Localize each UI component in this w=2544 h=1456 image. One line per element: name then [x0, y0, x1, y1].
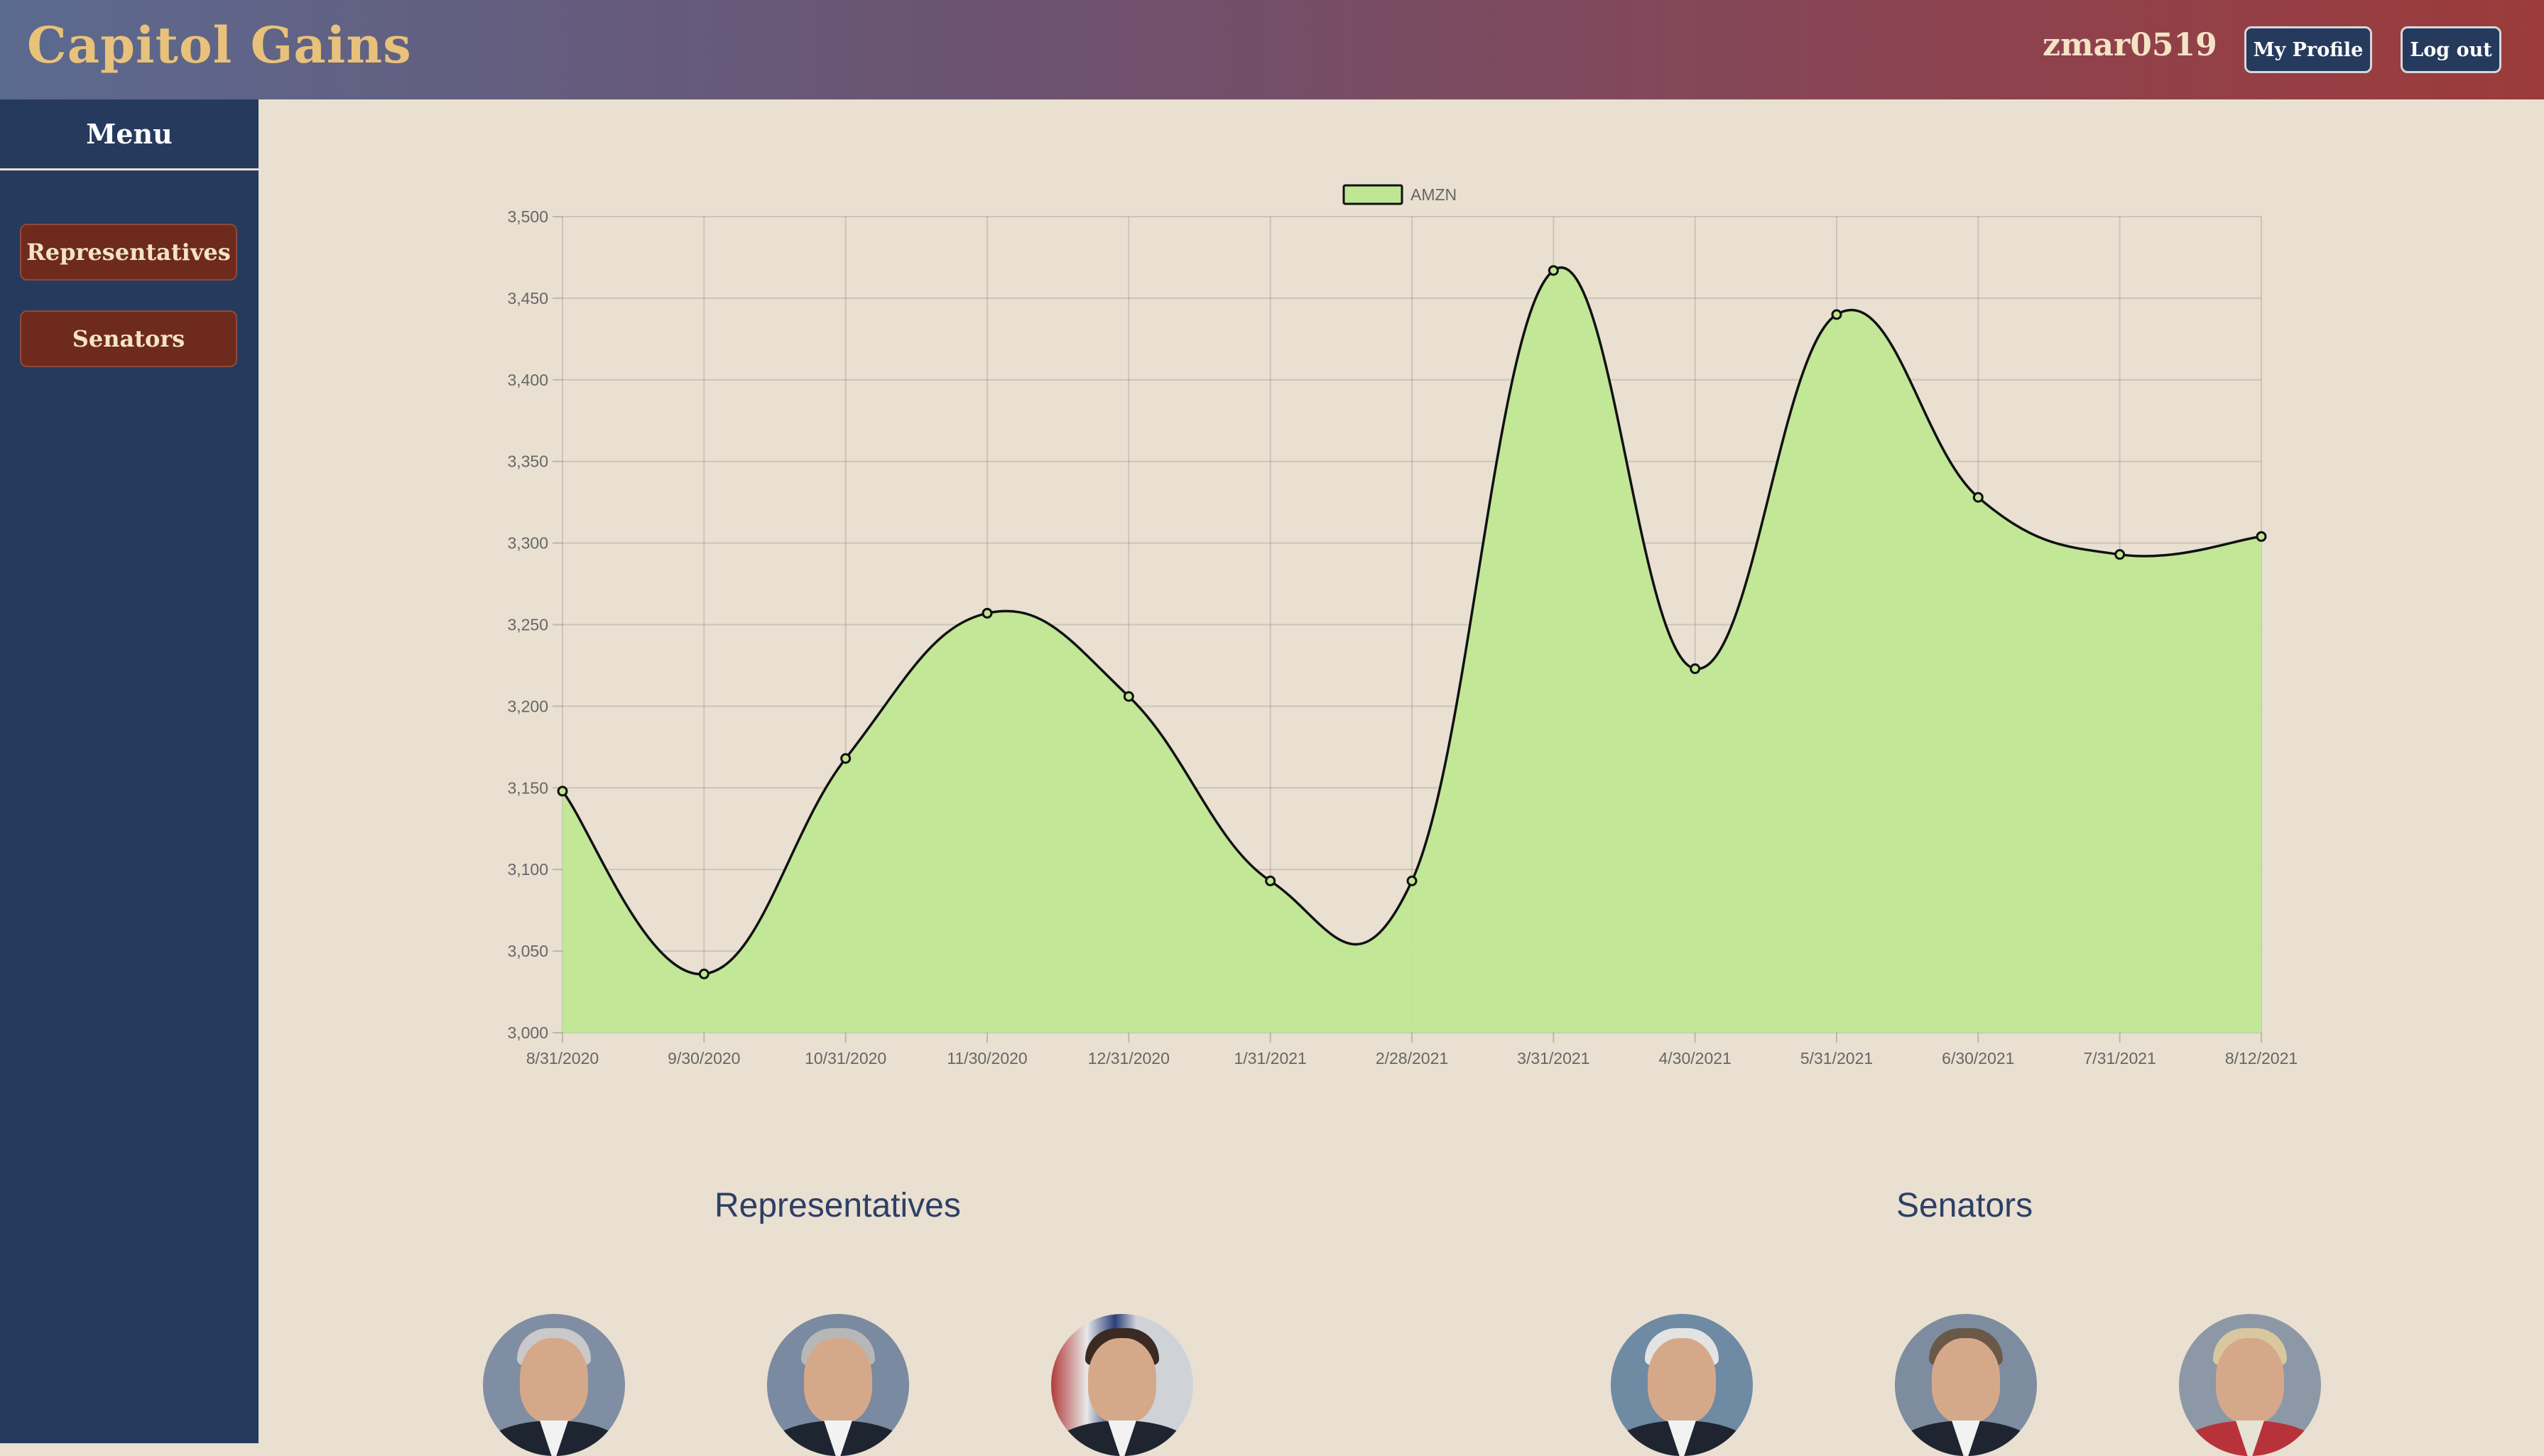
- data-point: [982, 607, 993, 619]
- x-tick-label: 11/30/2020: [947, 1049, 1027, 1067]
- y-tick-label: 3,050: [507, 942, 548, 960]
- data-point: [1831, 309, 1842, 320]
- avatar[interactable]: [1611, 1314, 1753, 1456]
- sidebar-item-senators[interactable]: Senators: [20, 310, 237, 367]
- data-point: [557, 786, 568, 797]
- menu-title: Menu: [0, 99, 259, 170]
- data-point: [1972, 491, 1984, 503]
- avatar[interactable]: [483, 1314, 625, 1456]
- y-axis-ticks: 3,000 3,050 3,100 3,150 3,200 3,250 3,300 3,350…: [507, 207, 548, 1042]
- sidebar-item-representatives[interactable]: Representatives: [20, 224, 237, 281]
- y-tick-label: 3,300: [507, 534, 548, 553]
- x-tick-label: 9/30/2020: [668, 1049, 740, 1067]
- x-tick-label: 2/28/2021: [1376, 1049, 1448, 1067]
- x-tick-label: 7/31/2021: [2084, 1049, 2156, 1067]
- avatar[interactable]: [1051, 1314, 1193, 1456]
- my-profile-button[interactable]: My Profile: [2244, 26, 2372, 73]
- x-tick-label: 4/30/2021: [1659, 1049, 1732, 1067]
- avatar[interactable]: [767, 1314, 909, 1456]
- x-tick-label: 10/31/2020: [805, 1049, 886, 1067]
- avatar[interactable]: [1895, 1314, 2037, 1456]
- representatives-section-title: Representatives: [714, 1187, 961, 1224]
- y-tick-label: 3,100: [507, 860, 548, 879]
- x-axis-ticks: 8/31/2020 9/30/2020 10/31/2020 11/30/2020 12…: [526, 1049, 2298, 1067]
- username-label: zmar0519: [2043, 27, 2217, 63]
- portrait-face: [1648, 1338, 1716, 1423]
- logout-button[interactable]: Log out: [2401, 26, 2501, 73]
- y-tick-label: 3,450: [507, 289, 548, 308]
- legend-swatch: [1342, 184, 1403, 205]
- y-tick-label: 3,250: [507, 616, 548, 634]
- data-point: [1548, 265, 1559, 276]
- x-tick-label: 1/31/2021: [1234, 1049, 1307, 1067]
- portrait-face: [520, 1338, 588, 1423]
- y-tick-label: 3,500: [507, 207, 548, 226]
- y-tick-label: 3,000: [507, 1023, 548, 1042]
- series-area-fill: [562, 267, 2261, 1033]
- x-tick-label: 5/31/2021: [1800, 1049, 1873, 1067]
- legend-label: AMZN: [1410, 185, 1457, 204]
- y-tick-label: 3,400: [507, 371, 548, 389]
- x-tick-label: 12/31/2020: [1088, 1049, 1170, 1067]
- portrait-face: [1932, 1338, 2000, 1423]
- x-tick-label: 8/12/2021: [2225, 1049, 2298, 1067]
- data-point: [1406, 875, 1418, 886]
- data-point: [698, 968, 710, 979]
- data-point: [1265, 875, 1276, 886]
- y-tick-label: 3,350: [507, 452, 548, 471]
- portrait-face: [1088, 1338, 1156, 1423]
- top-header: Capitol Gains zmar0519 My Profile Log ou…: [0, 0, 2544, 99]
- data-points: [557, 265, 2267, 979]
- senators-section-title: Senators: [1896, 1187, 2033, 1224]
- data-point: [2256, 531, 2267, 542]
- data-point: [1690, 663, 1701, 675]
- y-tick-label: 3,150: [507, 778, 548, 797]
- x-tick-label: 3/31/2021: [1517, 1049, 1589, 1067]
- y-tick-label: 3,200: [507, 697, 548, 715]
- stock-price-chart: 3,000 3,050 3,100 3,150 3,200 3,250 3,300 3,350…: [507, 184, 2298, 1067]
- portrait-face: [804, 1338, 872, 1423]
- brand-logo[interactable]: Capitol Gains: [27, 16, 412, 75]
- sidebar: Menu Representatives Senators: [0, 99, 259, 1443]
- chart-legend[interactable]: AMZN: [1342, 184, 1457, 205]
- avatar[interactable]: [2179, 1314, 2321, 1456]
- data-point: [2114, 549, 2126, 560]
- x-tick-label: 8/31/2020: [526, 1049, 599, 1067]
- data-point: [1123, 691, 1134, 702]
- portrait-face: [2216, 1338, 2284, 1423]
- data-point: [840, 753, 852, 764]
- x-tick-label: 6/30/2021: [1942, 1049, 2014, 1067]
